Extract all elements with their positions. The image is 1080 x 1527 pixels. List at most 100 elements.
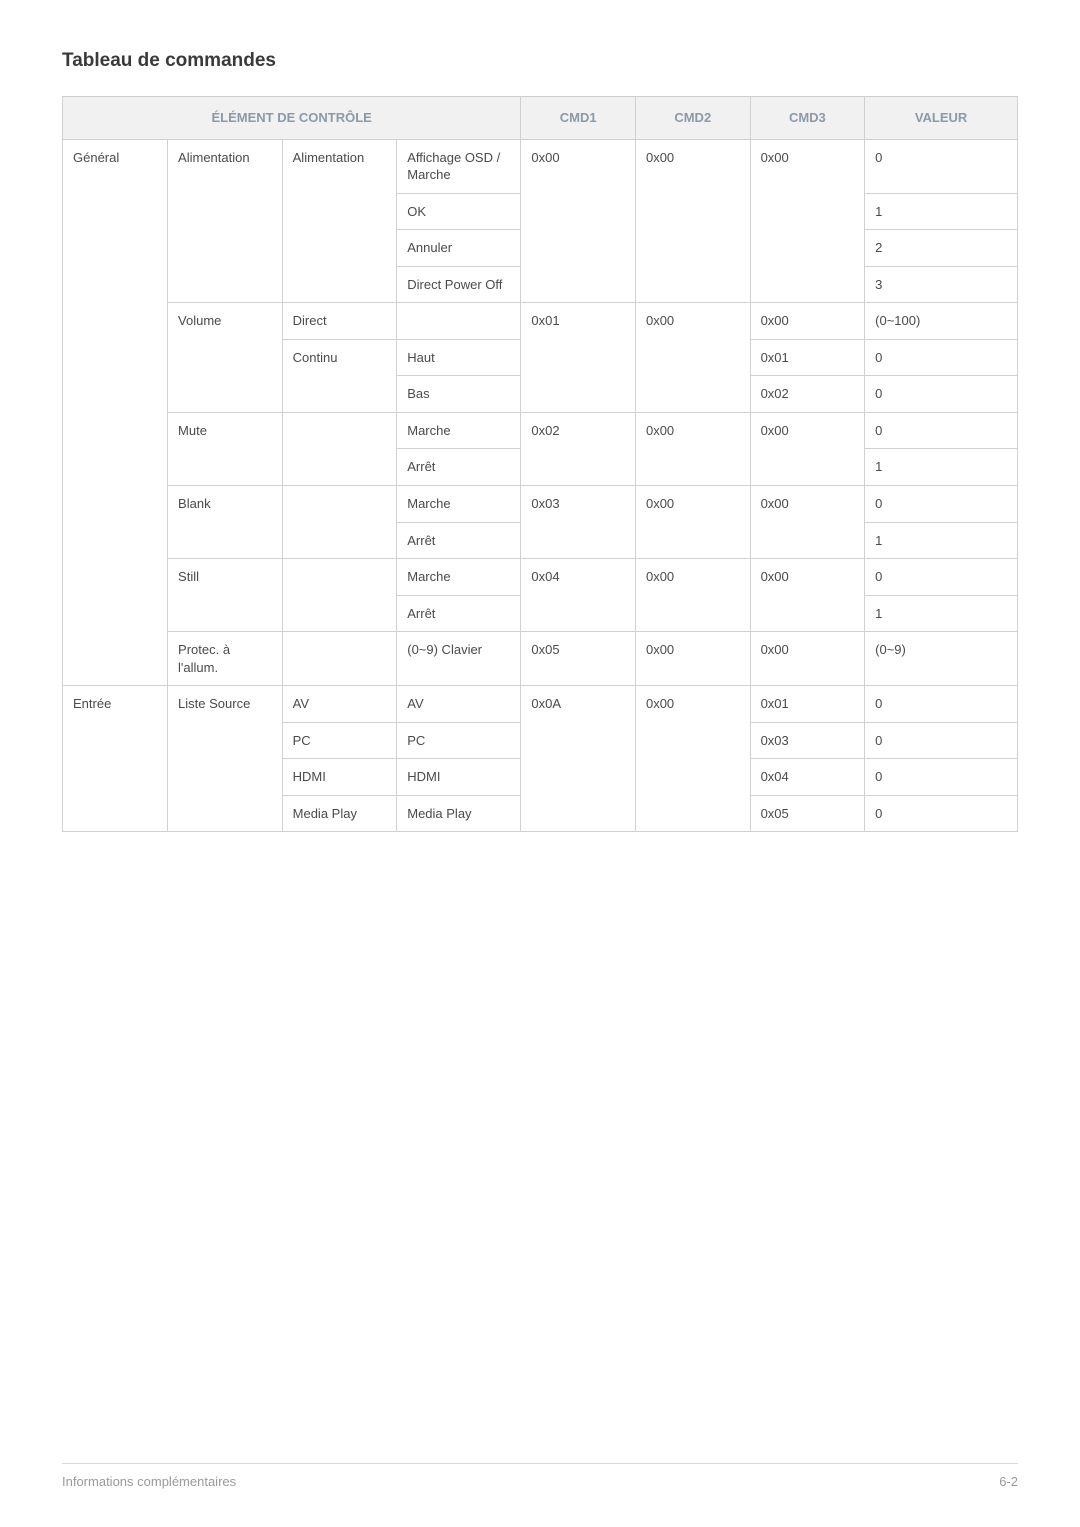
cell-item: Still	[168, 559, 283, 632]
cell-value: 1	[865, 522, 1018, 559]
cell-value: 3	[865, 266, 1018, 303]
cell-cmd2: 0x00	[635, 486, 750, 559]
cell-sub	[282, 412, 397, 485]
cell-option: Marche	[397, 559, 521, 596]
cell-cmd3: 0x00	[750, 559, 865, 632]
table-row: Entrée Liste Source AV AV 0x0A 0x00 0x01…	[63, 686, 1018, 723]
cell-cmd2: 0x00	[635, 632, 750, 686]
cell-option: PC	[397, 722, 521, 759]
cell-sub	[282, 486, 397, 559]
table-row: Blank Marche 0x03 0x00 0x00 0	[63, 486, 1018, 523]
cell-item: Protec. à l'allum.	[168, 632, 283, 686]
cell-cmd3: 0x00	[750, 139, 865, 303]
header-cmd1: CMD1	[521, 97, 636, 140]
table-row: Mute Marche 0x02 0x00 0x00 0	[63, 412, 1018, 449]
cell-option: Arrêt	[397, 449, 521, 486]
cell-item: Volume	[168, 303, 283, 413]
cell-value: 0	[865, 722, 1018, 759]
cell-option: Arrêt	[397, 522, 521, 559]
cell-value: 1	[865, 193, 1018, 230]
cell-option: Arrêt	[397, 595, 521, 632]
cell-cmd1: 0x04	[521, 559, 636, 632]
cell-value: 1	[865, 449, 1018, 486]
cell-value: 0	[865, 686, 1018, 723]
cell-cmd1: 0x01	[521, 303, 636, 413]
cell-value: 0	[865, 759, 1018, 796]
cell-cmd2: 0x00	[635, 139, 750, 303]
header-cmd2: CMD2	[635, 97, 750, 140]
cell-sub: PC	[282, 722, 397, 759]
page-title: Tableau de commandes	[62, 50, 1018, 72]
header-cmd3: CMD3	[750, 97, 865, 140]
cell-cmd1: 0x05	[521, 632, 636, 686]
cell-option: Marche	[397, 412, 521, 449]
cell-option: Affichage OSD / Marche	[397, 139, 521, 193]
cell-option	[397, 303, 521, 340]
cell-value: 2	[865, 230, 1018, 267]
cell-cmd3: 0x01	[750, 339, 865, 376]
cell-group: Général	[63, 139, 168, 686]
cell-option: Annuler	[397, 230, 521, 267]
cell-cmd3: 0x02	[750, 376, 865, 413]
cell-cmd3: 0x05	[750, 795, 865, 832]
cell-option: Direct Power Off	[397, 266, 521, 303]
cell-cmd1: 0x0A	[521, 686, 636, 832]
table-row: Still Marche 0x04 0x00 0x00 0	[63, 559, 1018, 596]
table-header-row: ÉLÉMENT DE CONTRÔLE CMD1 CMD2 CMD3 VALEU…	[63, 97, 1018, 140]
cell-sub: Direct	[282, 303, 397, 340]
cell-value: 0	[865, 486, 1018, 523]
cell-item: Blank	[168, 486, 283, 559]
cell-sub: Alimentation	[282, 139, 397, 303]
cell-item: Mute	[168, 412, 283, 485]
cell-cmd1: 0x02	[521, 412, 636, 485]
cell-group: Entrée	[63, 686, 168, 832]
cell-value: 0	[865, 795, 1018, 832]
cell-cmd3: 0x00	[750, 632, 865, 686]
cell-sub: Media Play	[282, 795, 397, 832]
page-footer: Informations complémentaires 6-2	[62, 1463, 1018, 1489]
cell-sub: HDMI	[282, 759, 397, 796]
cell-cmd2: 0x00	[635, 303, 750, 413]
cell-option: OK	[397, 193, 521, 230]
cell-sub	[282, 559, 397, 632]
footer-right: 6-2	[999, 1474, 1018, 1489]
cell-cmd3: 0x01	[750, 686, 865, 723]
cell-cmd3: 0x00	[750, 486, 865, 559]
cell-value: 0	[865, 559, 1018, 596]
footer-left: Informations complémentaires	[62, 1474, 236, 1489]
table-row: Protec. à l'allum. (0~9) Clavier 0x05 0x…	[63, 632, 1018, 686]
cell-option: HDMI	[397, 759, 521, 796]
cell-option: (0~9) Clavier	[397, 632, 521, 686]
cell-sub: AV	[282, 686, 397, 723]
cell-cmd3: 0x00	[750, 412, 865, 485]
header-value: VALEUR	[865, 97, 1018, 140]
cell-option: Marche	[397, 486, 521, 523]
header-control: ÉLÉMENT DE CONTRÔLE	[63, 97, 521, 140]
cell-cmd3: 0x04	[750, 759, 865, 796]
table-row: Général Alimentation Alimentation Affich…	[63, 139, 1018, 193]
cell-cmd2: 0x00	[635, 412, 750, 485]
cell-option: Haut	[397, 339, 521, 376]
cell-item: Liste Source	[168, 686, 283, 832]
cell-value: (0~100)	[865, 303, 1018, 340]
commands-table: ÉLÉMENT DE CONTRÔLE CMD1 CMD2 CMD3 VALEU…	[62, 96, 1018, 832]
cell-sub	[282, 632, 397, 686]
cell-option: AV	[397, 686, 521, 723]
cell-option: Media Play	[397, 795, 521, 832]
cell-cmd2: 0x00	[635, 559, 750, 632]
cell-option: Bas	[397, 376, 521, 413]
cell-value: 0	[865, 412, 1018, 449]
cell-value: 1	[865, 595, 1018, 632]
cell-value: 0	[865, 139, 1018, 193]
cell-cmd3: 0x03	[750, 722, 865, 759]
cell-value: 0	[865, 339, 1018, 376]
cell-value: 0	[865, 376, 1018, 413]
cell-item: Alimentation	[168, 139, 283, 303]
cell-cmd3: 0x00	[750, 303, 865, 340]
cell-cmd1: 0x03	[521, 486, 636, 559]
cell-sub: Continu	[282, 339, 397, 412]
cell-cmd2: 0x00	[635, 686, 750, 832]
cell-cmd1: 0x00	[521, 139, 636, 303]
table-row: Volume Direct 0x01 0x00 0x00 (0~100)	[63, 303, 1018, 340]
cell-value: (0~9)	[865, 632, 1018, 686]
